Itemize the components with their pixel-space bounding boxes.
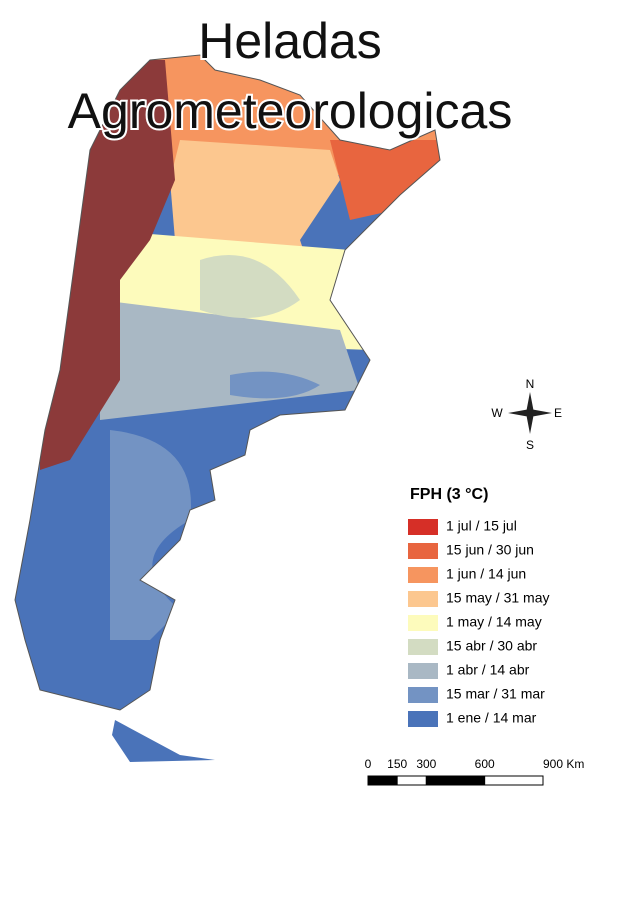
scale-label: 300 [416,757,436,771]
scale-label: 150 [387,757,407,771]
legend-label: 15 jun / 30 jun [446,542,534,558]
scale-label: 600 [475,757,495,771]
country-outline [14,54,441,711]
legend-label: 1 ene / 14 mar [446,710,537,726]
legend-label: 15 abr / 30 abr [446,638,537,654]
legend-swatch [408,663,438,679]
legend-label: 1 jun / 14 jun [446,566,526,582]
legend-swatch [408,639,438,655]
legend-label: 1 may / 14 may [446,614,542,630]
compass-s: S [526,438,534,452]
legend-label: 1 jul / 15 jul [446,518,517,534]
scale-label: 900 Km [543,757,584,771]
compass-e: E [554,406,562,420]
title-line: Agrometeorologicas [68,83,513,139]
legend-title: FPH (3 °C) [410,486,488,503]
legend-swatch [408,519,438,535]
legend-swatch [408,591,438,607]
legend-swatch [408,687,438,703]
legend-swatch [408,543,438,559]
scale-segment [367,775,398,786]
legend-swatch [408,567,438,583]
legend-label: 15 mar / 31 mar [446,686,545,702]
legend-swatch [408,615,438,631]
scale-segment [484,775,544,786]
scale-segment [396,775,427,786]
scale-segment [425,775,486,786]
scale-label: 0 [365,757,372,771]
legend-label: 15 may / 31 may [446,590,550,606]
compass-n: N [526,377,535,391]
compass [508,392,552,434]
title-line: Heladas [198,13,381,69]
legend-label: 1 abr / 14 abr [446,662,530,678]
legend-swatch [408,711,438,727]
compass-w: W [491,406,503,420]
